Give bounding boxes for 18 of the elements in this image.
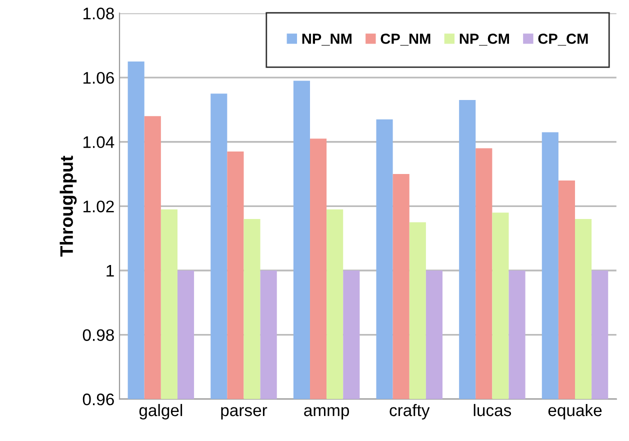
legend-label: CP_NM (380, 34, 430, 46)
x-tick-label: ammp (304, 407, 350, 420)
y-tick-label: 0.96 (82, 394, 114, 406)
x-tick-label: lucas (474, 404, 512, 416)
x-tick-label: equake (548, 404, 602, 420)
legend-label: NP_CM (460, 34, 509, 46)
y-tick-label: 0.98 (82, 329, 114, 341)
y-tick-label: 1.06 (83, 72, 114, 84)
x-tick-label: crafty (390, 404, 430, 420)
legend-label: NP_NM (302, 34, 352, 46)
y-tick-label: 1 (106, 265, 114, 277)
y-tick-label: 1.08 (83, 8, 114, 20)
legend-label: CP_CM (538, 34, 588, 46)
y-tick-label: 1.04 (83, 136, 114, 148)
x-tick-label: galgel (139, 404, 182, 420)
y-axis-title: Throughput (60, 156, 77, 257)
y-tick-label: 1.02 (83, 200, 114, 212)
x-tick-label: parser (221, 407, 268, 420)
